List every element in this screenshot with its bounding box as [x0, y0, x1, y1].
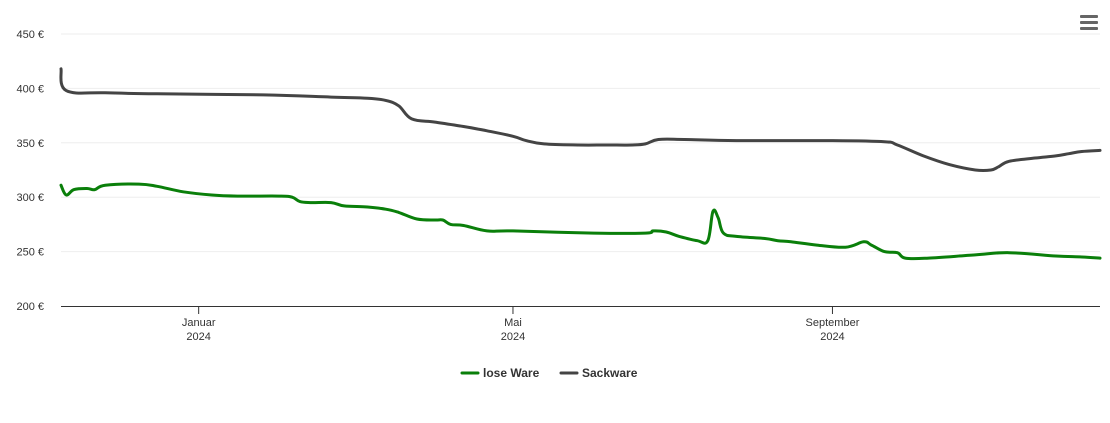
x-axis: Januar 2024 Mai 2024 September 2024 — [61, 306, 1100, 343]
y-tick-label: 300 € — [16, 192, 44, 204]
y-tick-label: 400 € — [16, 83, 44, 95]
grid-lines — [61, 33, 1100, 253]
y-tick-label: 350 € — [16, 138, 44, 150]
legend-label: lose Ware — [483, 366, 540, 380]
legend: lose Ware Sackware — [460, 366, 638, 380]
x-tick-label: Mai — [504, 317, 522, 329]
legend-item-sackware[interactable]: Sackware — [559, 366, 638, 380]
series-lines — [59, 67, 1102, 261]
y-tick-label: 250 € — [16, 247, 44, 259]
x-tick-year-label: 2024 — [501, 331, 525, 343]
legend-label: Sackware — [582, 366, 638, 380]
y-axis: 200 € 250 € 300 € 350 € 400 € 450 € — [16, 29, 44, 313]
y-tick-label: 450 € — [16, 29, 44, 41]
series-line-sackware[interactable] — [59, 67, 1102, 173]
x-tick-year-label: 2024 — [186, 331, 210, 343]
x-tick-label: September — [806, 317, 860, 329]
y-tick-label: 200 € — [16, 301, 44, 313]
hamburger-menu-icon[interactable] — [1077, 11, 1101, 33]
x-tick-year-label: 2024 — [820, 331, 844, 343]
legend-item-lose-ware[interactable]: lose Ware — [460, 366, 540, 380]
series-line-lose-ware[interactable] — [59, 182, 1102, 261]
x-tick-label: Januar — [182, 317, 216, 329]
